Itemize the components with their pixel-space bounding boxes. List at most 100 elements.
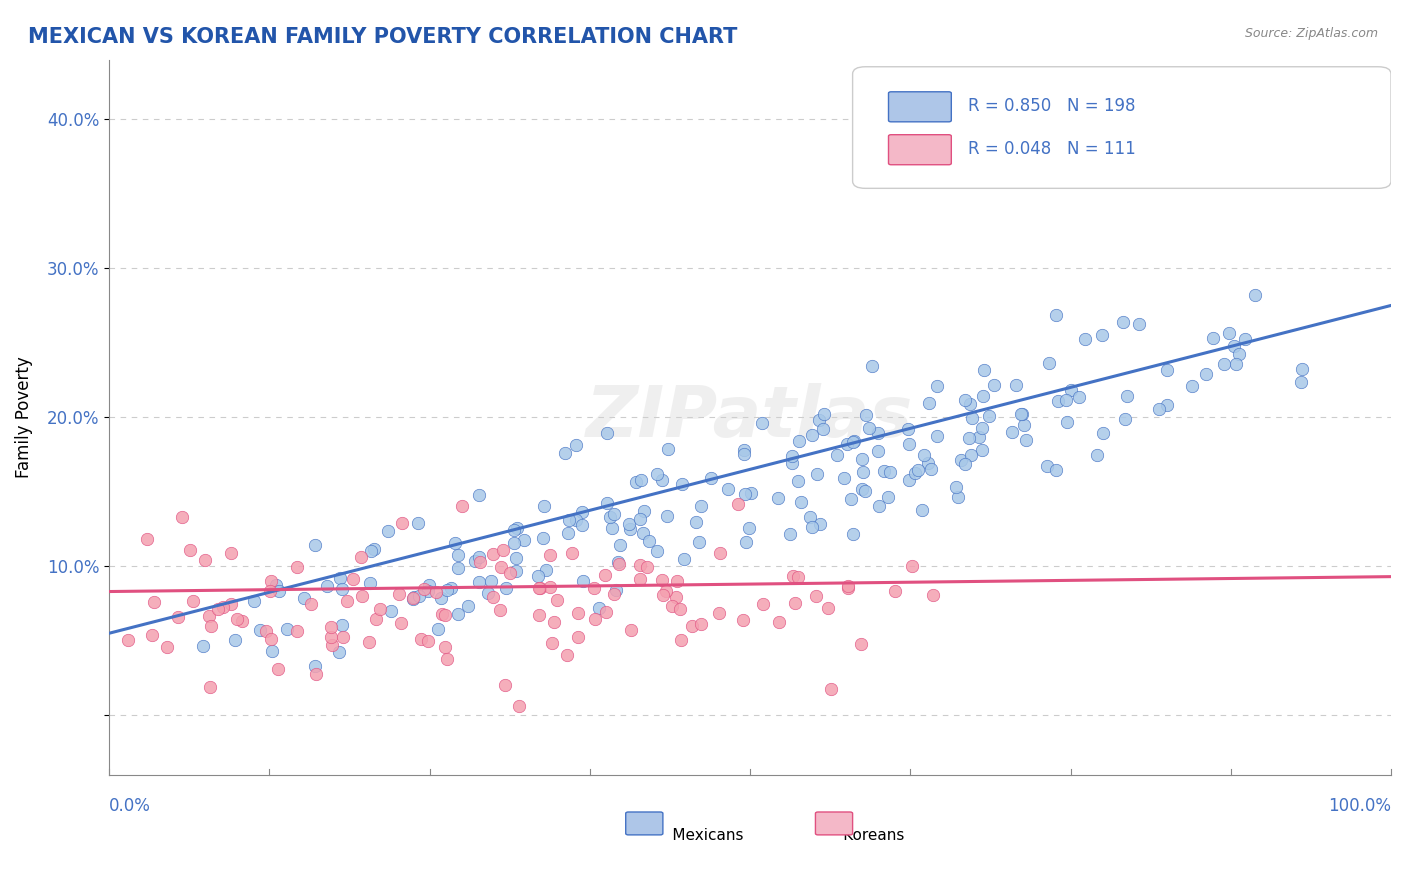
- Point: [959, 448, 981, 462]
- Point: [842, 434, 865, 449]
- Point: [1045, 463, 1067, 477]
- Point: [249, 624, 271, 638]
- Point: [860, 359, 883, 374]
- Point: [780, 449, 803, 463]
- Point: [1059, 384, 1081, 398]
- Point: [260, 632, 283, 646]
- Point: [624, 475, 647, 490]
- Point: [1156, 363, 1178, 377]
- Point: [503, 524, 526, 538]
- Point: [207, 601, 229, 615]
- Point: [959, 397, 981, 411]
- Point: [194, 553, 217, 567]
- Text: R = 0.850   N = 198: R = 0.850 N = 198: [967, 97, 1136, 115]
- Point: [565, 438, 588, 452]
- Point: [377, 524, 399, 539]
- Point: [391, 516, 413, 531]
- Text: Koreans: Koreans: [814, 829, 904, 844]
- Point: [179, 543, 201, 558]
- Point: [657, 442, 679, 457]
- Point: [655, 508, 678, 523]
- Point: [316, 578, 339, 592]
- Point: [1243, 288, 1265, 302]
- Point: [359, 635, 381, 649]
- Point: [418, 578, 440, 592]
- FancyBboxPatch shape: [815, 812, 852, 835]
- Point: [534, 563, 557, 577]
- Point: [907, 462, 929, 476]
- Point: [411, 632, 433, 646]
- Point: [636, 560, 658, 574]
- Point: [858, 421, 880, 435]
- Point: [733, 447, 755, 461]
- Point: [852, 465, 875, 479]
- Point: [489, 603, 512, 617]
- Point: [1038, 356, 1060, 370]
- Point: [402, 591, 425, 606]
- Point: [953, 393, 976, 408]
- Point: [389, 616, 412, 631]
- Point: [477, 586, 499, 600]
- Point: [1156, 398, 1178, 412]
- Point: [911, 502, 934, 516]
- Point: [360, 544, 382, 558]
- Point: [628, 558, 651, 572]
- Point: [672, 551, 695, 566]
- Point: [502, 536, 524, 550]
- Point: [842, 527, 865, 541]
- Point: [561, 546, 583, 560]
- Point: [688, 535, 710, 549]
- Point: [254, 624, 277, 639]
- Point: [482, 590, 505, 604]
- FancyBboxPatch shape: [626, 812, 662, 835]
- Point: [583, 612, 606, 626]
- Point: [1001, 425, 1024, 439]
- Point: [820, 682, 842, 697]
- Point: [166, 609, 188, 624]
- Point: [554, 446, 576, 460]
- Point: [849, 637, 872, 651]
- Point: [444, 535, 467, 549]
- Point: [408, 589, 430, 603]
- Point: [837, 579, 859, 593]
- Point: [538, 548, 561, 562]
- Point: [853, 483, 876, 498]
- Point: [651, 573, 673, 587]
- Point: [897, 422, 920, 436]
- Text: Mexicans: Mexicans: [648, 829, 742, 844]
- Point: [1036, 459, 1059, 474]
- Point: [1054, 393, 1077, 408]
- Text: 100.0%: 100.0%: [1329, 797, 1391, 815]
- Point: [141, 628, 163, 642]
- Point: [558, 513, 581, 527]
- Point: [468, 574, 491, 589]
- Point: [402, 591, 425, 605]
- Point: [651, 473, 673, 487]
- Point: [198, 680, 221, 694]
- Point: [329, 571, 352, 585]
- Point: [200, 619, 222, 633]
- Point: [380, 604, 402, 618]
- Point: [801, 428, 824, 442]
- Point: [917, 396, 939, 410]
- Point: [413, 582, 436, 597]
- Point: [321, 630, 343, 644]
- Point: [571, 517, 593, 532]
- Point: [350, 590, 373, 604]
- Point: [877, 490, 900, 504]
- Point: [494, 678, 516, 692]
- Point: [363, 541, 385, 556]
- Point: [226, 612, 249, 626]
- Point: [727, 497, 749, 511]
- Point: [690, 616, 713, 631]
- Point: [600, 521, 623, 535]
- Point: [557, 525, 579, 540]
- Point: [868, 444, 890, 458]
- Point: [212, 599, 235, 614]
- Point: [1116, 389, 1139, 403]
- Point: [434, 607, 457, 622]
- Point: [219, 546, 242, 560]
- Point: [156, 640, 179, 655]
- Point: [603, 507, 626, 521]
- Point: [1234, 332, 1257, 346]
